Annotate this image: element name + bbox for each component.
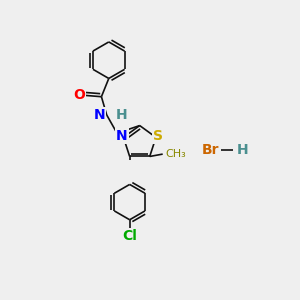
Text: H: H [116, 108, 128, 122]
Text: Br: Br [202, 143, 219, 157]
Text: Cl: Cl [122, 229, 137, 243]
Text: H: H [237, 143, 248, 157]
Text: CH₃: CH₃ [165, 149, 186, 159]
Text: O: O [74, 88, 85, 102]
Text: N: N [116, 129, 128, 143]
Text: S: S [153, 129, 163, 143]
Text: N: N [94, 108, 105, 122]
